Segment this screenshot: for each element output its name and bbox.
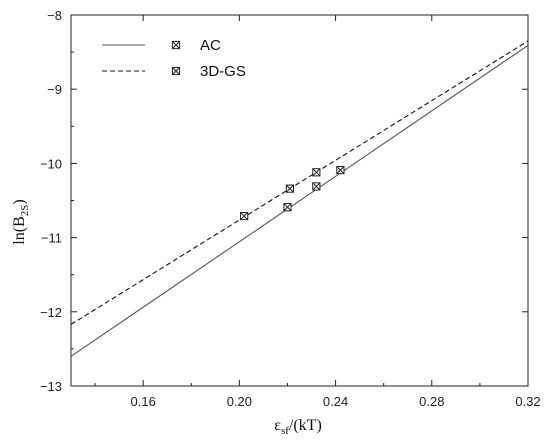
x-tick-label: 0.16 xyxy=(131,394,156,409)
legend-marker xyxy=(171,40,181,50)
legend-item-3d-gs: 3D-GS xyxy=(102,63,246,80)
legend: AC 3D-GS xyxy=(102,37,246,80)
data-point-3d-gs xyxy=(240,211,249,221)
data-point-ac xyxy=(336,165,345,175)
y-tick-label: −11 xyxy=(41,231,62,246)
data-point-3d-gs xyxy=(312,168,321,177)
marker-cross xyxy=(312,182,321,191)
y-tick-label: −13 xyxy=(40,379,62,394)
data-point-3d-gs xyxy=(285,184,294,193)
y-tick-label: −9 xyxy=(47,82,62,97)
marker-cross xyxy=(312,168,321,177)
data-point-ac xyxy=(312,182,321,191)
marker-cross xyxy=(283,203,292,212)
x-axis-title: εsf/(kT) xyxy=(274,417,322,437)
marker-cross xyxy=(172,41,180,49)
legend-marker xyxy=(171,66,181,76)
marker-cross xyxy=(336,166,345,175)
marker-cross xyxy=(240,212,249,221)
series-layer xyxy=(70,40,529,357)
series-ac xyxy=(70,44,529,357)
y-tick-label: −12 xyxy=(40,305,62,320)
series-3d-gs xyxy=(70,40,529,325)
legend-item-ac: AC xyxy=(102,37,221,54)
y-tick-label: −10 xyxy=(40,156,62,171)
marker-cross xyxy=(172,67,180,75)
x-tick-label: 0.32 xyxy=(515,394,540,409)
legend-label: AC xyxy=(200,37,221,54)
series-line-ac xyxy=(70,44,529,357)
x-tick-label: 0.24 xyxy=(323,394,348,409)
series-line-3d-gs xyxy=(70,40,529,325)
x-tick-label: 0.28 xyxy=(419,394,444,409)
axes: 0.16 0.20 0.24 0.28 0.32 −13 −12 −11 −10 −9 −8 xyxy=(40,8,541,409)
x-tick-label: 0.20 xyxy=(227,394,252,409)
y-axis-title: ln(B2S) xyxy=(11,199,31,244)
legend-label: 3D-GS xyxy=(200,63,246,80)
y-tick-label: −8 xyxy=(47,8,62,23)
data-point-ac xyxy=(283,203,292,212)
marker-cross xyxy=(285,184,294,193)
